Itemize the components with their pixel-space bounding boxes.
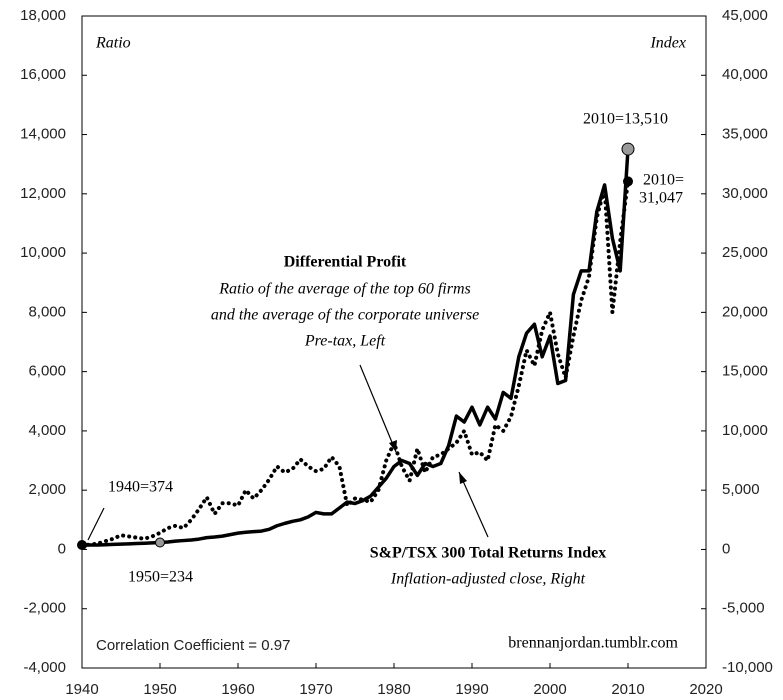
series-name: Differential Profit [284,254,407,271]
annotation: 31,047 [639,190,683,207]
x-tick-label: 1990 [455,681,488,698]
y2-tick-label: 25,000 [722,244,768,261]
y2-tick-label: 30,000 [722,185,768,202]
y-tick-label: 14,000 [20,126,66,143]
annotation: Correlation Coefficient = 0.97 [96,637,290,654]
x-tick-label: 1940 [65,681,98,698]
y-tick-label: 6,000 [28,363,66,380]
series-description: Pre-tax, Left [304,333,386,350]
endpoint-marker [77,540,87,551]
y2-tick-label: 45,000 [722,7,768,24]
endpoint-marker [623,176,633,187]
y-tick-label: 16,000 [20,66,66,83]
x-tick-label: 2010 [611,681,644,698]
y2-tick-label: 35,000 [722,126,768,143]
arrow-head [459,472,467,484]
series-description: Ratio of the average of the top 60 firms [218,281,471,298]
arrow [87,507,105,541]
y-tick-label: 4,000 [28,422,66,439]
y-tick-label: 18,000 [20,7,66,24]
annotation: 2010= [643,172,684,189]
annotation: 1950=234 [128,569,193,586]
x-tick-label: 2000 [533,681,566,698]
x-tick-label: 2020 [689,681,722,698]
annotation: brennanjordan.tumblr.com [508,635,678,652]
y2-tick-label: 40,000 [722,66,768,83]
y2-axis-label: Index [649,35,686,52]
y2-tick-label: 15,000 [722,363,768,380]
arrow [458,471,489,538]
series-description: Inflation-adjusted close, Right [390,571,586,588]
profit-line [80,147,630,547]
x-tick-label: 1980 [377,681,410,698]
y-tick-label: 10,000 [20,244,66,261]
y2-tick-label: 20,000 [722,303,768,320]
annotation: 2010=13,510 [583,111,668,128]
y2-tick-label: -5,000 [722,600,765,617]
endpoint-marker [155,537,165,548]
y-tick-label: -4,000 [23,659,66,676]
index-line [80,179,630,548]
y-tick-label: 2,000 [28,481,66,498]
y-axis-label: Ratio [95,35,131,52]
y-tick-label: 12,000 [20,185,66,202]
arrow [359,364,397,453]
series-name: S&P/TSX 300 Total Returns Index [370,545,607,562]
x-tick-label: 1950 [143,681,176,698]
y-tick-label: 8,000 [28,303,66,320]
annotation: 1940=374 [108,479,173,496]
series-description: and the average of the corporate univers… [211,307,479,324]
endpoint-marker [621,142,635,156]
y-tick-label: -2,000 [23,600,66,617]
y2-tick-label: -10,000 [722,659,773,676]
y2-tick-label: 0 [722,540,730,557]
x-tick-label: 1960 [221,681,254,698]
y-tick-label: 0 [58,540,66,557]
x-tick-label: 1970 [299,681,332,698]
y2-tick-label: 10,000 [722,422,768,439]
y2-tick-label: 5,000 [722,481,760,498]
